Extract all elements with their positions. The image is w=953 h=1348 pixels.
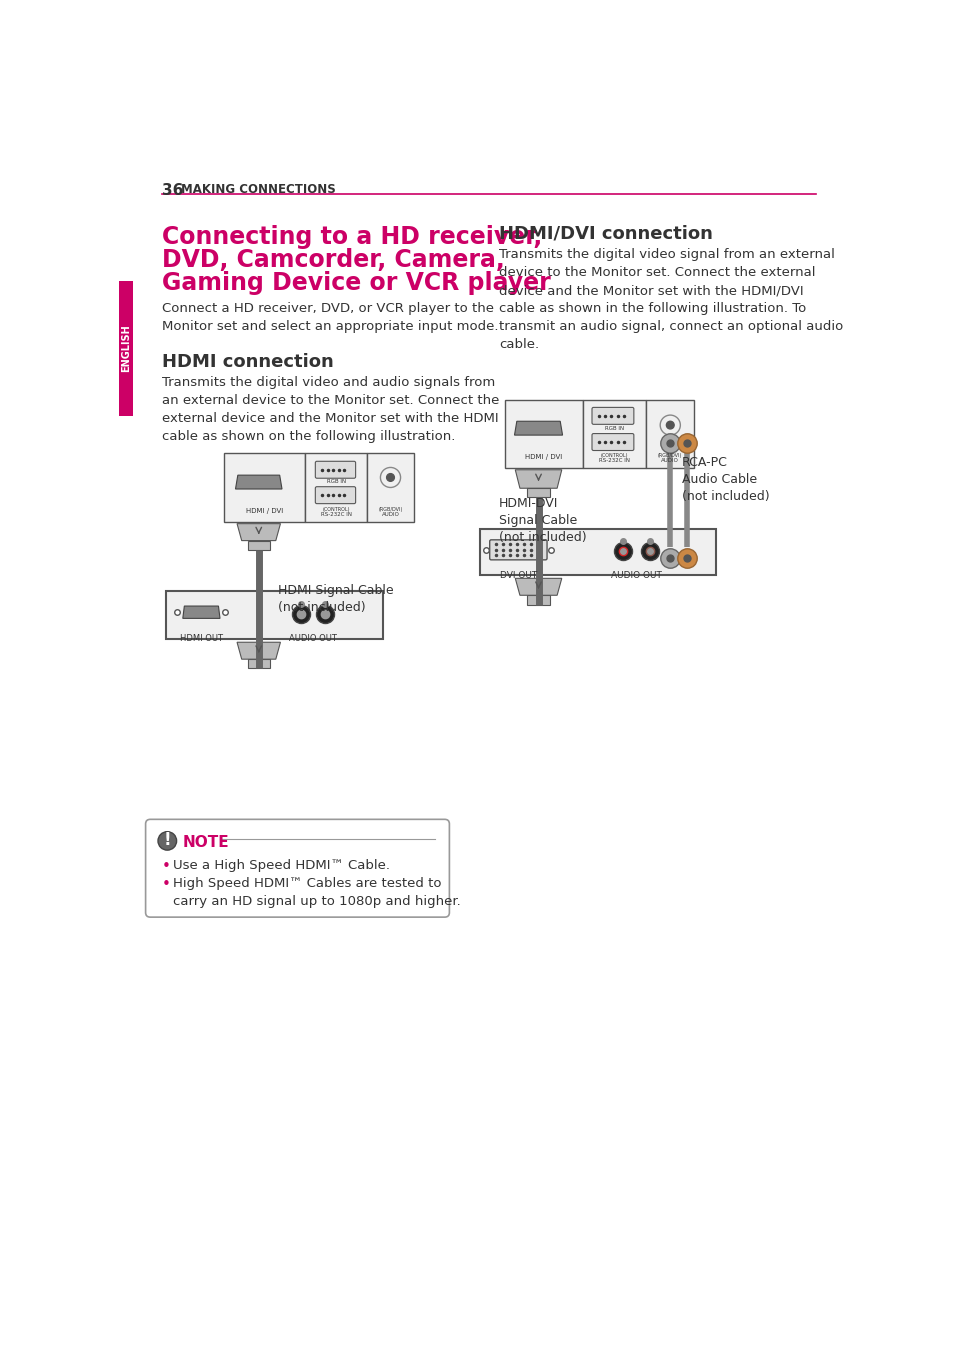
Text: HDMI/DVI connection: HDMI/DVI connection [498, 225, 712, 243]
FancyBboxPatch shape [592, 407, 633, 425]
Circle shape [386, 473, 394, 481]
Text: •: • [162, 860, 171, 875]
Text: RGB IN: RGB IN [326, 479, 345, 484]
Text: NOTE: NOTE [183, 834, 229, 849]
Polygon shape [515, 578, 561, 596]
Text: RS-232C IN: RS-232C IN [598, 458, 629, 462]
Polygon shape [515, 469, 561, 488]
Text: !: ! [163, 832, 171, 849]
Text: HDMI connection: HDMI connection [162, 353, 334, 371]
FancyBboxPatch shape [315, 461, 355, 479]
Text: MAKING CONNECTIONS: MAKING CONNECTIONS [181, 183, 335, 197]
Text: Connect a HD receiver, DVD, or VCR player to the
Monitor set and select an appro: Connect a HD receiver, DVD, or VCR playe… [162, 302, 497, 333]
Polygon shape [514, 421, 562, 435]
Circle shape [666, 421, 674, 429]
Text: HDMI Signal Cable
(not included): HDMI Signal Cable (not included) [278, 584, 394, 613]
Text: High Speed HDMI™ Cables are tested to
carry an HD signal up to 1080p and higher.: High Speed HDMI™ Cables are tested to ca… [173, 878, 460, 909]
Text: RS-232C IN: RS-232C IN [320, 512, 352, 516]
Text: (CONTROL): (CONTROL) [600, 453, 628, 458]
Polygon shape [236, 642, 280, 659]
Polygon shape [236, 523, 280, 541]
Text: (CONTROL): (CONTROL) [322, 507, 350, 512]
Text: HDMI / DVI: HDMI / DVI [246, 508, 283, 515]
FancyBboxPatch shape [315, 487, 355, 504]
Bar [645, 400, 694, 468]
Polygon shape [183, 607, 220, 619]
FancyBboxPatch shape [489, 539, 546, 559]
Text: (RGB/DVI): (RGB/DVI) [378, 507, 402, 512]
Text: Transmits the digital video signal from an external
device to the Monitor set. C: Transmits the digital video signal from … [498, 248, 842, 350]
Text: 36: 36 [162, 183, 183, 198]
FancyBboxPatch shape [119, 282, 133, 417]
Text: ENGLISH: ENGLISH [121, 325, 132, 372]
Polygon shape [235, 474, 282, 489]
Bar [224, 453, 305, 522]
Text: AUDIO OUT: AUDIO OUT [289, 634, 336, 643]
Bar [526, 596, 550, 604]
Text: Connecting to a HD receiver,: Connecting to a HD receiver, [162, 225, 541, 249]
Text: AUDIO OUT: AUDIO OUT [611, 570, 661, 580]
Text: Gaming Device or VCR player: Gaming Device or VCR player [162, 271, 550, 295]
Text: HDMI-DVI
Signal Cable
(not included): HDMI-DVI Signal Cable (not included) [498, 496, 586, 543]
FancyBboxPatch shape [146, 820, 449, 917]
Bar [367, 453, 414, 522]
Text: Transmits the digital video and audio signals from
an external device to the Mon: Transmits the digital video and audio si… [162, 376, 498, 443]
Text: RCA-PC
Audio Cable
(not included): RCA-PC Audio Cable (not included) [681, 456, 769, 503]
Bar [582, 400, 645, 468]
Text: AUDIO: AUDIO [660, 458, 679, 462]
Text: •: • [162, 878, 171, 892]
Bar [305, 453, 367, 522]
Text: (RGB/DVI): (RGB/DVI) [658, 453, 681, 458]
Bar [248, 541, 270, 550]
FancyBboxPatch shape [592, 434, 633, 450]
Bar [526, 488, 550, 497]
Text: DVD, Camcorder, Camera,: DVD, Camcorder, Camera, [162, 248, 504, 272]
Text: RGB IN: RGB IN [604, 426, 623, 430]
Text: HDMI / DVI: HDMI / DVI [525, 454, 562, 461]
Bar [166, 592, 382, 639]
Bar [505, 400, 582, 468]
Circle shape [158, 832, 176, 851]
Text: AUDIO: AUDIO [381, 512, 399, 516]
Text: Use a High Speed HDMI™ Cable.: Use a High Speed HDMI™ Cable. [173, 860, 390, 872]
Text: HDMI OUT: HDMI OUT [180, 634, 223, 643]
Bar [248, 659, 270, 669]
Bar [479, 528, 716, 576]
Text: DVI OUT: DVI OUT [499, 570, 537, 580]
